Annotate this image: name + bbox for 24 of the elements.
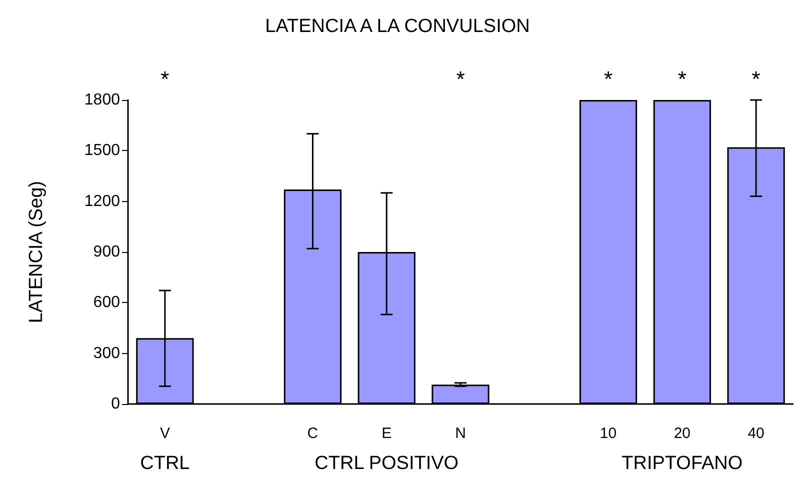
x-tick-label: 20 (674, 425, 691, 442)
x-tick-label: 40 (748, 425, 764, 442)
x-tick-label: V (160, 425, 170, 442)
y-tick-label: 1800 (84, 92, 120, 108)
x-tick-label: C (307, 425, 318, 442)
text: CTRL (140, 453, 190, 474)
y-tick-label: 900 (93, 244, 120, 260)
text: * (604, 66, 613, 92)
y-axis-title: LATENCIA (Seg) (26, 180, 47, 324)
text: * (160, 66, 170, 92)
y-tick-label: 1500 (84, 142, 120, 160)
chart-title: LATENCIA A LA CONVULSION (265, 16, 530, 37)
x-tick-label: 10 (600, 425, 617, 442)
text: * (456, 66, 466, 92)
y-tick-label: 300 (93, 344, 120, 362)
text: * (678, 66, 687, 92)
x-tick-label: N (455, 425, 466, 442)
x-tick-label: E (382, 425, 392, 442)
text: * (752, 66, 761, 92)
text: TRIPTOFANO (622, 453, 743, 474)
text: CTRL POSITIVO (314, 453, 459, 474)
y-tick-label: 600 (93, 294, 120, 312)
y-tick-label: 1200 (84, 192, 120, 210)
y-tick-label: 0 (111, 396, 120, 412)
